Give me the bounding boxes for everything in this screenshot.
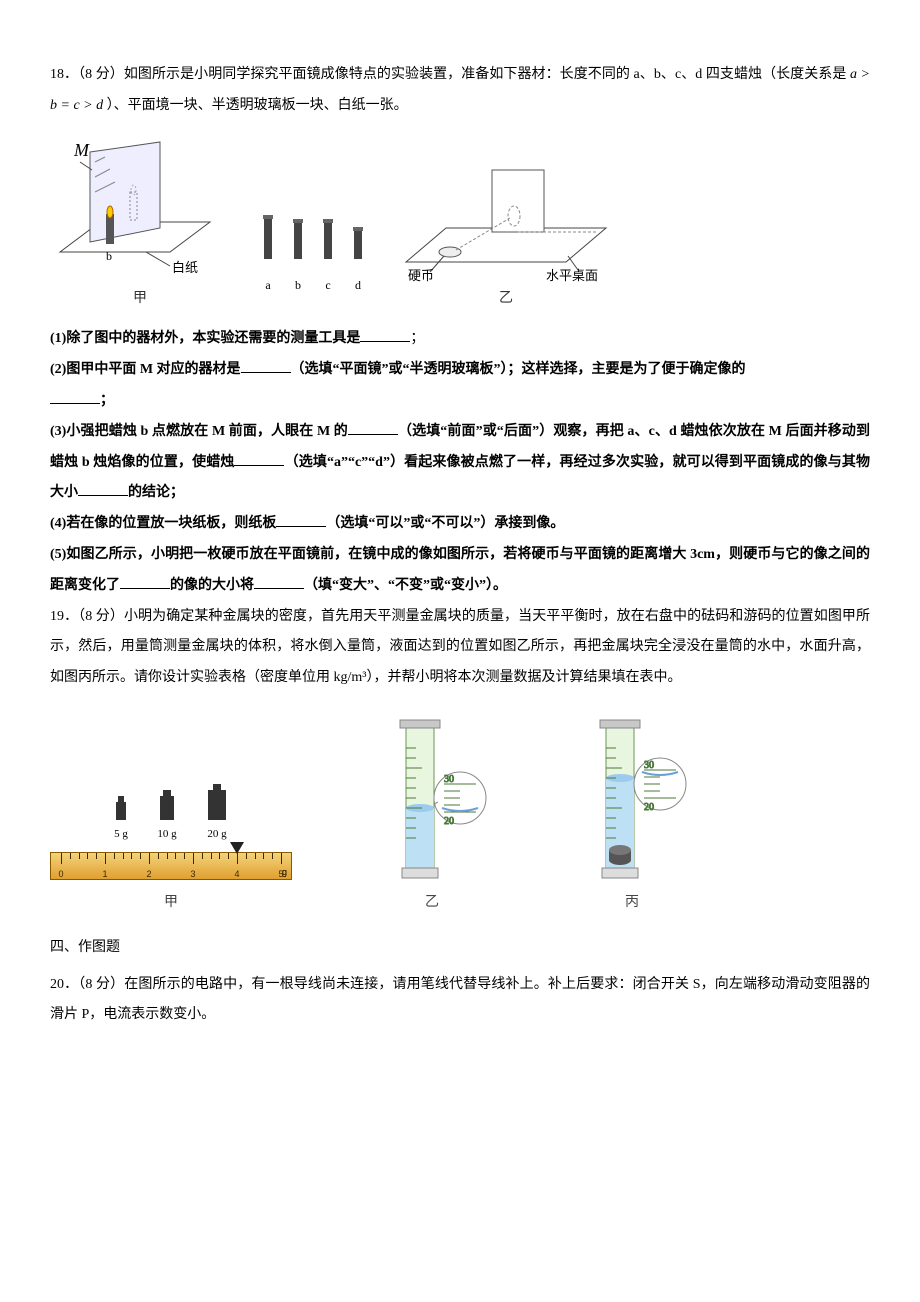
weight-20g-label: 20 g [207, 822, 226, 846]
q18-p4-a: (4)若在像的位置放一块纸板，则纸板 [50, 516, 276, 531]
q18-fig-yi: 硬币 水平桌面 乙 [396, 152, 616, 315]
q18-head: 18．（8 分）如图所示是小明同学探究平面镜成像特点的实验装置，准备如下器材：长… [50, 67, 850, 82]
blank [50, 389, 100, 404]
blank [360, 327, 410, 342]
q18-p3-a: (3)小强把蜡烛 b 点燃放在 M 前面，人眼在 M 的 [50, 424, 348, 439]
q18-p1-b: ； [410, 331, 424, 346]
blank [234, 451, 284, 466]
q19-jia-label: 甲 [164, 888, 178, 919]
q18-candles: a b c d [260, 211, 366, 298]
q19-fig-jia: 5 g 10 g 20 g 012345 g 甲 [50, 782, 292, 919]
candle-c-icon [320, 217, 336, 259]
candle-label-b: b [290, 272, 306, 298]
q18-p5-c: （填“变大”、“不变”或“变小”）。 [304, 578, 507, 593]
q18-p4-b: （选填“可以”或“不可以”）承接到像。 [326, 516, 564, 531]
mirror-setup-icon: M b 白纸 [50, 132, 230, 282]
svg-text:b: b [106, 249, 112, 263]
cylinder-yi-icon: 30 20 [372, 708, 492, 888]
q18-p1-a: (1)除了图中的器材外，本实验还需要的测量工具是 [50, 331, 360, 346]
ruler: 012345 g [50, 852, 292, 880]
blank [78, 481, 128, 496]
candle-a-icon [260, 211, 276, 259]
q18-p5-b: 的像的大小将 [170, 578, 254, 593]
weight-10g-label: 10 g [157, 822, 176, 846]
q18-p2-a: (2)图甲中平面 M 对应的器材是 [50, 362, 241, 377]
cylinder-bing-icon: 30 20 [572, 708, 692, 888]
q18-p5: (5)如图乙所示，小明把一枚硬币放在平面镜前，在镜中成的像如图所示，若将硬币与平… [50, 540, 870, 602]
svg-text:20: 20 [644, 802, 654, 813]
q19-fig-yi: 30 20 乙 [372, 708, 492, 919]
section-4-title: 四、作图题 [50, 933, 870, 964]
q19-fig-bing: 30 20 丙 [572, 708, 692, 919]
q18-fig-yi-label: 乙 [499, 284, 513, 315]
weight-5g: 5 g [110, 794, 132, 846]
label-M: M [73, 140, 90, 160]
weight-20g: 20 g [202, 782, 232, 846]
svg-text:30: 30 [644, 760, 654, 771]
q18-p2: (2)图甲中平面 M 对应的器材是 （选填“平面镜”或“半透明玻璃板”）；这样选择… [50, 355, 870, 417]
q18-p3: (3)小强把蜡烛 b 点燃放在 M 前面，人眼在 M 的（选填“前面”或“后面”… [50, 417, 870, 509]
blank [276, 512, 326, 527]
q18-p3-d: 的结论； [128, 485, 184, 500]
svg-text:20: 20 [444, 816, 454, 827]
q19-bing-label: 丙 [625, 888, 639, 919]
weight-10g: 10 g [154, 788, 180, 846]
svg-text:30: 30 [444, 774, 454, 785]
q18-p4: (4)若在像的位置放一块纸板，则纸板 （选填“可以”或“不可以”）承接到像。 [50, 509, 870, 540]
q18-fig-jia: M b 白纸 甲 [50, 132, 230, 315]
ruler-unit: g [282, 863, 287, 883]
q18-stem: 18．（8 分）如图所示是小明同学探究平面镜成像特点的实验装置，准备如下器材：长… [50, 60, 870, 122]
weight-5g-label: 5 g [114, 822, 128, 846]
q20-text: 20．（8 分）在图所示的电路中，有一根导线尚未连接，请用笔线代替导线补上。补上… [50, 970, 870, 1032]
q19-yi-label: 乙 [425, 888, 439, 919]
q18-head-tail: ）、平面境一块、半透明玻璃板一块、白纸一张。 [107, 98, 408, 113]
candle-label-d: d [350, 272, 366, 298]
label-coin: 硬币 [408, 268, 434, 282]
q18-fig-jia-label: 甲 [133, 284, 147, 315]
q18-p2-c: ； [100, 393, 114, 408]
candle-label-a: a [260, 272, 276, 298]
q18-p2-b: （选填“平面镜”或“半透明玻璃板”）；这样选择，主要是为了便于确定像的 [291, 362, 746, 377]
candle-b-icon [290, 217, 306, 259]
q18-figures: M b 白纸 甲 a b c d [50, 132, 870, 315]
blank [348, 420, 398, 435]
weights-row: 5 g 10 g 20 g [102, 782, 240, 846]
coin-setup-icon: 硬币 水平桌面 [396, 152, 616, 282]
candle-label-c: c [320, 272, 336, 298]
q19-figures: 5 g 10 g 20 g 012345 g 甲 [50, 708, 870, 919]
blank [241, 358, 291, 373]
blank [120, 574, 170, 589]
blank [254, 574, 304, 589]
q19-text: 19．（8 分）小明为确定某种金属块的密度，首先用天平测量金属块的质量，当天平平… [50, 602, 870, 694]
label-desk: 水平桌面 [546, 268, 598, 282]
q18-p1: (1)除了图中的器材外，本实验还需要的测量工具是 ； [50, 324, 870, 355]
ruler-slider-icon [230, 842, 244, 854]
label-paper: 白纸 [172, 260, 198, 275]
candle-d-icon [350, 225, 366, 259]
